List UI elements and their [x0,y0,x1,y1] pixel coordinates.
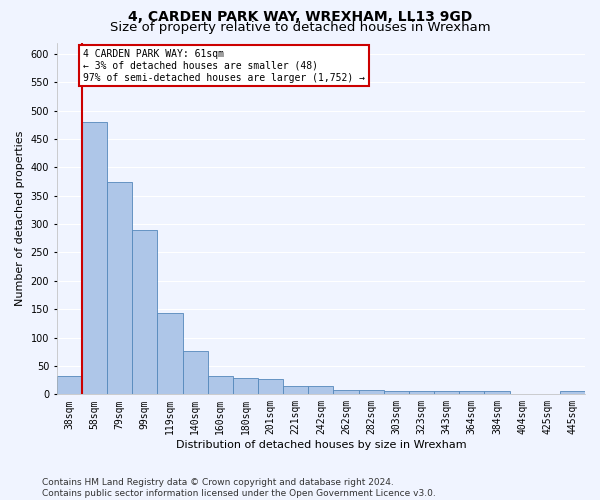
Bar [434,392,459,394]
Bar [157,313,182,394]
Text: Size of property relative to detached houses in Wrexham: Size of property relative to detached ho… [110,21,490,34]
Bar [560,392,585,394]
Bar [132,230,157,394]
Bar [258,379,283,394]
Text: 4 CARDEN PARK WAY: 61sqm
← 3% of detached houses are smaller (48)
97% of semi-de: 4 CARDEN PARK WAY: 61sqm ← 3% of detache… [83,50,365,82]
Bar [208,376,233,394]
Bar [182,351,208,395]
Text: Contains HM Land Registry data © Crown copyright and database right 2024.
Contai: Contains HM Land Registry data © Crown c… [42,478,436,498]
Bar [409,392,434,394]
Bar [233,378,258,394]
Bar [459,392,484,394]
Bar [107,182,132,394]
Bar [283,386,308,394]
Bar [82,122,107,394]
Text: 4, CARDEN PARK WAY, WREXHAM, LL13 9GD: 4, CARDEN PARK WAY, WREXHAM, LL13 9GD [128,10,472,24]
Bar [308,386,334,394]
Y-axis label: Number of detached properties: Number of detached properties [15,130,25,306]
X-axis label: Distribution of detached houses by size in Wrexham: Distribution of detached houses by size … [176,440,466,450]
Bar [484,392,509,394]
Bar [384,392,409,394]
Bar [359,390,384,394]
Bar [57,376,82,394]
Bar [334,390,359,394]
